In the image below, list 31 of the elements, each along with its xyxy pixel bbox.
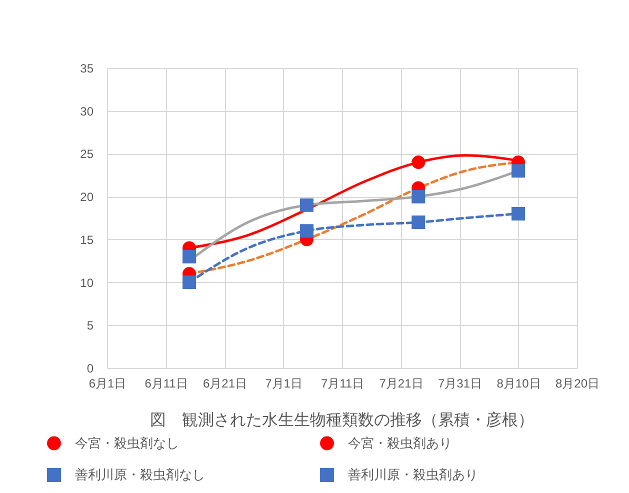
legend-label: 善利川原・殺虫剤あり <box>348 467 478 482</box>
y-tick-label: 20 <box>80 190 94 204</box>
point <box>412 216 426 230</box>
x-tick-label: 7月21日 <box>379 376 424 390</box>
y-tick-label: 0 <box>86 362 94 376</box>
x-tick-label: 7月11日 <box>320 376 364 390</box>
point <box>182 276 196 290</box>
point <box>412 190 426 204</box>
point <box>512 206 525 220</box>
y-tick-label: 30 <box>80 104 94 118</box>
legend-label: 今宮・殺虫剤あり <box>348 435 452 450</box>
legend-label: 今宮・殺虫剤なし <box>75 435 179 450</box>
point <box>182 250 196 264</box>
text: 図 観測された水生生物種類数の推移（累積・彦根） <box>150 411 534 429</box>
point <box>300 198 314 212</box>
x-tick-label: 7月31日 <box>438 376 482 390</box>
point <box>300 224 314 238</box>
x-tick-label: 8月10日 <box>496 376 541 390</box>
x-tick-label: 8月20日 <box>555 376 600 390</box>
y-tick-label: 15 <box>80 232 94 247</box>
legend-label: 善利川原・殺虫剤なし <box>75 467 205 482</box>
x-tick-label: 7月1日 <box>265 376 302 390</box>
y-tick-label: 35 <box>80 62 94 76</box>
point <box>512 164 525 178</box>
y-tick-label: 25 <box>80 147 94 162</box>
y-tick-label: 5 <box>86 318 94 333</box>
x-tick-label: 6月11日 <box>144 376 188 390</box>
y-tick-label: 10 <box>80 276 94 290</box>
x-tick-label: 6月21日 <box>202 376 248 390</box>
x-tick-label: 6月1日 <box>88 376 126 390</box>
point <box>412 156 426 170</box>
